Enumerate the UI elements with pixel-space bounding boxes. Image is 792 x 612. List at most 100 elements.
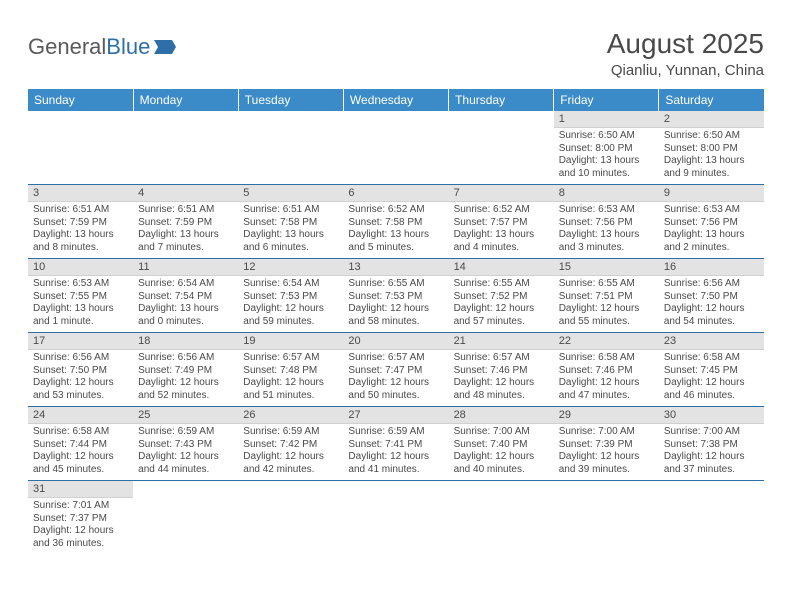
calendar-cell [343, 481, 448, 555]
calendar-cell: 9Sunrise: 6:53 AMSunset: 7:56 PMDaylight… [659, 185, 764, 259]
day-number: 19 [238, 333, 343, 350]
day-content: Sunrise: 7:01 AMSunset: 7:37 PMDaylight:… [28, 498, 133, 554]
day-number: 10 [28, 259, 133, 276]
day-content: Sunrise: 6:53 AMSunset: 7:56 PMDaylight:… [659, 202, 764, 258]
day-content: Sunrise: 7:00 AMSunset: 7:39 PMDaylight:… [554, 424, 659, 480]
daylight-text: Daylight: 12 hours and 41 minutes. [348, 451, 443, 476]
sunset-text: Sunset: 7:59 PM [33, 217, 128, 230]
sunrise-text: Sunrise: 6:54 AM [243, 278, 338, 291]
sunset-text: Sunset: 7:43 PM [138, 439, 233, 452]
daylight-text: Daylight: 13 hours and 9 minutes. [664, 155, 759, 180]
sunrise-text: Sunrise: 6:58 AM [33, 426, 128, 439]
day-content: Sunrise: 6:56 AMSunset: 7:50 PMDaylight:… [659, 276, 764, 332]
sunrise-text: Sunrise: 6:51 AM [243, 204, 338, 217]
day-header: Wednesday [343, 89, 448, 111]
day-number: 14 [449, 259, 554, 276]
day-content: Sunrise: 6:59 AMSunset: 7:43 PMDaylight:… [133, 424, 238, 480]
calendar-cell: 21Sunrise: 6:57 AMSunset: 7:46 PMDayligh… [449, 333, 554, 407]
day-number: 29 [554, 407, 659, 424]
daylight-text: Daylight: 12 hours and 54 minutes. [664, 303, 759, 328]
sunset-text: Sunset: 7:50 PM [664, 291, 759, 304]
day-content: Sunrise: 6:58 AMSunset: 7:46 PMDaylight:… [554, 350, 659, 406]
sunrise-text: Sunrise: 6:56 AM [33, 352, 128, 365]
calendar-row: 3Sunrise: 6:51 AMSunset: 7:59 PMDaylight… [28, 185, 764, 259]
calendar-row: 10Sunrise: 6:53 AMSunset: 7:55 PMDayligh… [28, 259, 764, 333]
calendar-cell [133, 481, 238, 555]
day-content: Sunrise: 6:51 AMSunset: 7:59 PMDaylight:… [28, 202, 133, 258]
day-content: Sunrise: 6:54 AMSunset: 7:53 PMDaylight:… [238, 276, 343, 332]
sunrise-text: Sunrise: 6:55 AM [559, 278, 654, 291]
daylight-text: Daylight: 13 hours and 10 minutes. [559, 155, 654, 180]
sunrise-text: Sunrise: 6:56 AM [664, 278, 759, 291]
sunset-text: Sunset: 7:54 PM [138, 291, 233, 304]
sunset-text: Sunset: 8:00 PM [559, 143, 654, 156]
sunset-text: Sunset: 7:56 PM [559, 217, 654, 230]
calendar-cell: 31Sunrise: 7:01 AMSunset: 7:37 PMDayligh… [28, 481, 133, 555]
daylight-text: Daylight: 12 hours and 45 minutes. [33, 451, 128, 476]
daylight-text: Daylight: 12 hours and 44 minutes. [138, 451, 233, 476]
sunrise-text: Sunrise: 6:55 AM [348, 278, 443, 291]
sunset-text: Sunset: 7:49 PM [138, 365, 233, 378]
sunset-text: Sunset: 7:52 PM [454, 291, 549, 304]
daylight-text: Daylight: 13 hours and 5 minutes. [348, 229, 443, 254]
sunrise-text: Sunrise: 6:50 AM [559, 130, 654, 143]
daylight-text: Daylight: 12 hours and 50 minutes. [348, 377, 443, 402]
sunset-text: Sunset: 7:48 PM [243, 365, 338, 378]
sunrise-text: Sunrise: 6:54 AM [138, 278, 233, 291]
calendar-cell: 23Sunrise: 6:58 AMSunset: 7:45 PMDayligh… [659, 333, 764, 407]
location: Qianliu, Yunnan, China [607, 62, 764, 79]
sunset-text: Sunset: 7:50 PM [33, 365, 128, 378]
day-content: Sunrise: 6:50 AMSunset: 8:00 PMDaylight:… [659, 128, 764, 184]
calendar-row: 24Sunrise: 6:58 AMSunset: 7:44 PMDayligh… [28, 407, 764, 481]
sunrise-text: Sunrise: 7:00 AM [559, 426, 654, 439]
sunrise-text: Sunrise: 6:59 AM [348, 426, 443, 439]
day-content: Sunrise: 6:52 AMSunset: 7:58 PMDaylight:… [343, 202, 448, 258]
sunset-text: Sunset: 7:53 PM [348, 291, 443, 304]
calendar-cell [133, 111, 238, 185]
flag-icon [154, 40, 176, 54]
calendar-table: SundayMondayTuesdayWednesdayThursdayFrid… [28, 89, 764, 554]
daylight-text: Daylight: 13 hours and 3 minutes. [559, 229, 654, 254]
daylight-text: Daylight: 12 hours and 36 minutes. [33, 525, 128, 550]
logo: GeneralBlue [28, 28, 176, 60]
sunrise-text: Sunrise: 6:51 AM [138, 204, 233, 217]
day-content: Sunrise: 7:00 AMSunset: 7:38 PMDaylight:… [659, 424, 764, 480]
day-number: 1 [554, 111, 659, 128]
day-number: 23 [659, 333, 764, 350]
calendar-cell [659, 481, 764, 555]
day-content: Sunrise: 6:53 AMSunset: 7:55 PMDaylight:… [28, 276, 133, 332]
calendar-cell [238, 111, 343, 185]
sunrise-text: Sunrise: 6:57 AM [243, 352, 338, 365]
day-number: 22 [554, 333, 659, 350]
sunset-text: Sunset: 7:47 PM [348, 365, 443, 378]
sunset-text: Sunset: 7:46 PM [454, 365, 549, 378]
sunrise-text: Sunrise: 6:57 AM [348, 352, 443, 365]
day-header: Friday [554, 89, 659, 111]
day-number: 5 [238, 185, 343, 202]
calendar-body: 1Sunrise: 6:50 AMSunset: 8:00 PMDaylight… [28, 111, 764, 554]
day-number: 27 [343, 407, 448, 424]
sunrise-text: Sunrise: 6:50 AM [664, 130, 759, 143]
sunset-text: Sunset: 7:42 PM [243, 439, 338, 452]
sunset-text: Sunset: 7:39 PM [559, 439, 654, 452]
calendar-cell [449, 111, 554, 185]
calendar-cell: 30Sunrise: 7:00 AMSunset: 7:38 PMDayligh… [659, 407, 764, 481]
day-content: Sunrise: 6:57 AMSunset: 7:46 PMDaylight:… [449, 350, 554, 406]
day-number: 11 [133, 259, 238, 276]
calendar-cell: 20Sunrise: 6:57 AMSunset: 7:47 PMDayligh… [343, 333, 448, 407]
calendar-cell: 7Sunrise: 6:52 AMSunset: 7:57 PMDaylight… [449, 185, 554, 259]
sunrise-text: Sunrise: 7:00 AM [454, 426, 549, 439]
logo-text-blue: Blue [106, 34, 150, 60]
sunrise-text: Sunrise: 6:53 AM [664, 204, 759, 217]
day-number: 28 [449, 407, 554, 424]
calendar-row: 31Sunrise: 7:01 AMSunset: 7:37 PMDayligh… [28, 481, 764, 555]
sunrise-text: Sunrise: 6:55 AM [454, 278, 549, 291]
day-number: 7 [449, 185, 554, 202]
calendar-cell [449, 481, 554, 555]
daylight-text: Daylight: 12 hours and 42 minutes. [243, 451, 338, 476]
day-content: Sunrise: 6:52 AMSunset: 7:57 PMDaylight:… [449, 202, 554, 258]
calendar-row: 1Sunrise: 6:50 AMSunset: 8:00 PMDaylight… [28, 111, 764, 185]
daylight-text: Daylight: 12 hours and 46 minutes. [664, 377, 759, 402]
daylight-text: Daylight: 13 hours and 7 minutes. [138, 229, 233, 254]
day-header: Monday [133, 89, 238, 111]
